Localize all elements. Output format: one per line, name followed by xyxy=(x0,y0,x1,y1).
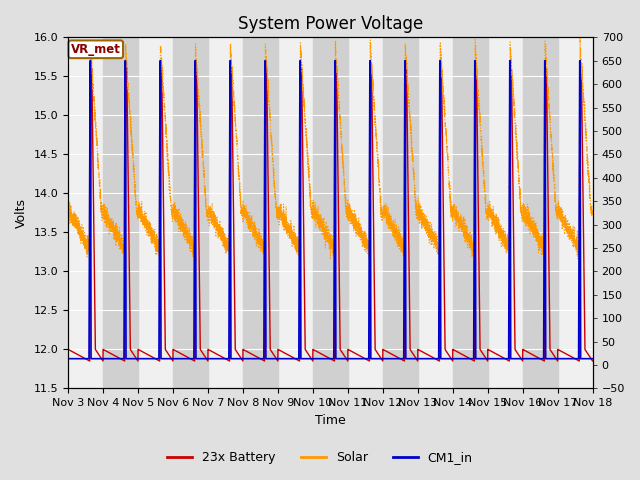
Bar xyxy=(173,37,208,388)
Y-axis label: Volts: Volts xyxy=(15,198,28,228)
X-axis label: Time: Time xyxy=(315,414,346,427)
Bar xyxy=(383,37,418,388)
Bar xyxy=(103,37,138,388)
Bar xyxy=(452,37,488,388)
Bar xyxy=(243,37,278,388)
Bar xyxy=(523,37,557,388)
Title: System Power Voltage: System Power Voltage xyxy=(237,15,423,33)
Bar xyxy=(313,37,348,388)
Legend: 23x Battery, Solar, CM1_in: 23x Battery, Solar, CM1_in xyxy=(163,446,477,469)
Text: VR_met: VR_met xyxy=(71,43,121,56)
